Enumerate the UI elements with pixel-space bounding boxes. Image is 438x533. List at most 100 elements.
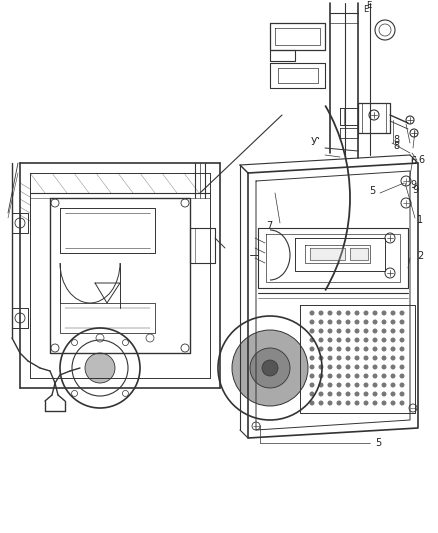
Circle shape [372,356,378,360]
Text: E: E [363,4,368,13]
Circle shape [372,365,378,369]
Circle shape [318,337,324,343]
Circle shape [328,356,332,360]
Text: 9: 9 [410,180,416,190]
Circle shape [336,365,342,369]
Circle shape [354,392,360,397]
Circle shape [328,365,332,369]
Circle shape [318,383,324,387]
Circle shape [310,392,314,397]
Circle shape [364,328,368,334]
Circle shape [391,356,396,360]
Circle shape [328,400,332,406]
Circle shape [328,383,332,387]
Circle shape [336,311,342,316]
Circle shape [346,365,350,369]
Circle shape [346,392,350,397]
Text: 1: 1 [417,215,423,225]
Circle shape [391,365,396,369]
Circle shape [391,346,396,351]
Circle shape [381,337,386,343]
Circle shape [346,346,350,351]
Circle shape [354,311,360,316]
Text: 8: 8 [393,135,399,145]
Circle shape [318,311,324,316]
Circle shape [85,353,115,383]
Circle shape [399,400,405,406]
Text: 8: 8 [393,141,399,151]
Circle shape [318,365,324,369]
Circle shape [354,365,360,369]
Circle shape [262,360,278,376]
Text: 6: 6 [418,155,424,165]
Circle shape [346,374,350,378]
Circle shape [354,328,360,334]
Circle shape [336,319,342,325]
Circle shape [336,337,342,343]
Circle shape [354,346,360,351]
Circle shape [310,319,314,325]
Circle shape [391,374,396,378]
Text: ƴ: ƴ [311,135,319,145]
Circle shape [336,346,342,351]
Circle shape [381,346,386,351]
Circle shape [310,383,314,387]
Circle shape [372,400,378,406]
Circle shape [381,328,386,334]
Circle shape [354,337,360,343]
Circle shape [364,356,368,360]
Text: 9: 9 [412,185,418,195]
Circle shape [336,374,342,378]
Circle shape [336,356,342,360]
Circle shape [391,328,396,334]
Text: 6: 6 [410,156,416,166]
Circle shape [381,311,386,316]
Circle shape [310,365,314,369]
Circle shape [364,319,368,325]
Circle shape [354,356,360,360]
Circle shape [354,319,360,325]
Circle shape [336,392,342,397]
Circle shape [346,311,350,316]
Circle shape [310,356,314,360]
Text: 2: 2 [417,251,423,261]
Circle shape [346,356,350,360]
Circle shape [310,346,314,351]
Circle shape [372,319,378,325]
Circle shape [399,383,405,387]
Circle shape [310,400,314,406]
Circle shape [346,400,350,406]
Text: 7: 7 [266,221,272,231]
Circle shape [336,328,342,334]
Circle shape [310,337,314,343]
Circle shape [328,319,332,325]
Circle shape [372,328,378,334]
Polygon shape [350,248,368,260]
Circle shape [310,311,314,316]
Circle shape [372,346,378,351]
Circle shape [346,328,350,334]
Circle shape [364,374,368,378]
Circle shape [372,311,378,316]
Circle shape [310,328,314,334]
Circle shape [336,400,342,406]
Circle shape [364,383,368,387]
Circle shape [232,330,308,406]
Circle shape [381,319,386,325]
Circle shape [381,400,386,406]
Circle shape [318,346,324,351]
Circle shape [250,348,290,388]
Circle shape [318,356,324,360]
Polygon shape [310,248,345,260]
Circle shape [399,365,405,369]
Circle shape [364,365,368,369]
Circle shape [318,374,324,378]
Circle shape [336,383,342,387]
Circle shape [364,337,368,343]
Circle shape [381,383,386,387]
Circle shape [354,374,360,378]
Circle shape [399,328,405,334]
Circle shape [399,311,405,316]
Circle shape [391,319,396,325]
Circle shape [381,374,386,378]
